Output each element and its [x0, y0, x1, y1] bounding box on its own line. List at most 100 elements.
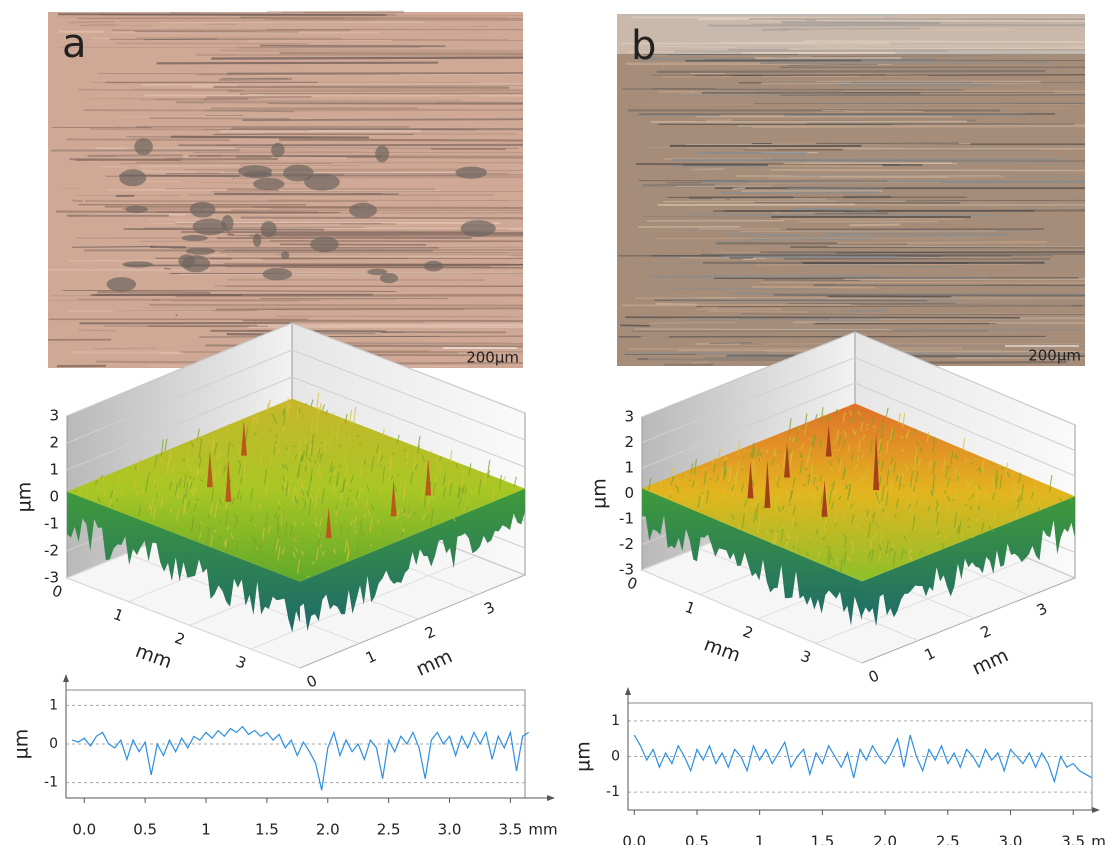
surface-texture: [932, 474, 936, 487]
surface-texture: [234, 516, 238, 528]
surface-texture: [659, 479, 663, 489]
corrosion-spot: [181, 234, 208, 242]
surface-texture: [200, 467, 204, 475]
surface-texture: [1006, 471, 1010, 477]
surface-texture: [952, 498, 956, 502]
surface-texture: [168, 481, 173, 490]
grid-line: [66, 349, 526, 444]
scratch: [152, 222, 342, 225]
surface-texture: [321, 404, 325, 411]
surface-texture: [319, 518, 323, 527]
surface-texture: [870, 536, 874, 548]
surface-texture: [1021, 510, 1024, 514]
surface-texture: [328, 460, 332, 465]
surface-texture: [905, 432, 910, 440]
z-axis-label: µm: [589, 478, 611, 509]
z-tick-label: -3: [44, 569, 59, 587]
surface-texture: [457, 503, 461, 507]
surface-texture: [771, 540, 775, 545]
surface-texture: [684, 472, 688, 483]
surface-texture: [266, 479, 270, 483]
surface-texture: [94, 479, 98, 486]
surface-texture: [723, 460, 727, 476]
profile-line: [71, 725, 530, 791]
surface-texture: [439, 456, 443, 461]
surface-texture: [865, 510, 869, 518]
surface-texture: [960, 531, 964, 537]
y-tick-label: 1: [611, 713, 620, 729]
surface-texture: [890, 457, 894, 465]
surface-texture: [726, 457, 730, 461]
surface-texture: [792, 505, 796, 516]
surface-texture: [113, 488, 117, 496]
surface-texture: [942, 529, 946, 533]
surface-texture: [363, 511, 367, 519]
surface-texture: [366, 543, 370, 549]
surface-texture: [788, 437, 792, 442]
surface-texture: [193, 489, 197, 493]
surface-texture: [1048, 486, 1052, 493]
surface-texture: [164, 438, 168, 452]
scratch: [705, 119, 733, 122]
surface-spike: [206, 450, 213, 488]
surface-texture: [115, 497, 119, 502]
surface-texture: [918, 457, 922, 467]
surface-texture: [833, 448, 836, 451]
surface-texture: [211, 486, 215, 503]
surface-texture: [271, 413, 275, 417]
surface-texture: [306, 575, 309, 578]
surface-texture: [869, 439, 873, 454]
surface-texture: [839, 559, 844, 573]
surface-texture: [465, 501, 469, 507]
surface-texture: [907, 487, 911, 495]
surface-texture: [877, 498, 881, 504]
surface-texture: [920, 528, 924, 532]
surface-texture: [361, 529, 365, 537]
surface-spike: [784, 442, 791, 478]
surface-texture: [150, 497, 154, 515]
surface-texture: [895, 528, 899, 532]
surface-texture: [727, 467, 731, 474]
surface-texture: [166, 459, 170, 476]
surface-texture: [414, 463, 418, 470]
scratch: [692, 167, 725, 171]
surface-texture: [289, 525, 294, 537]
surface-texture: [188, 465, 193, 472]
surface-texture: [144, 481, 148, 494]
surface-texture: [225, 510, 229, 525]
scratch: [57, 13, 387, 17]
surface-texture: [1034, 491, 1038, 499]
scratch: [257, 323, 524, 327]
z-axis-label: µm: [14, 482, 36, 513]
y-axis-label: mm: [413, 645, 456, 681]
surface-texture: [294, 495, 298, 503]
surface-texture: [926, 431, 930, 443]
surface-texture: [302, 497, 306, 501]
surface-texture: [263, 469, 267, 485]
scratch: [638, 180, 888, 182]
surface-texture: [731, 490, 735, 496]
surface-texture: [363, 459, 367, 466]
surface-texture: [396, 434, 400, 444]
surface-texture: [390, 475, 394, 480]
surface-texture: [991, 528, 995, 533]
surface-texture: [962, 437, 966, 451]
surface-texture: [876, 520, 880, 527]
surface-texture: [805, 456, 809, 469]
surface-texture: [285, 397, 289, 411]
surface-texture: [915, 500, 919, 507]
surface-texture: [349, 409, 353, 424]
scratch: [747, 182, 940, 184]
surface-texture: [375, 443, 380, 453]
surface-texture: [187, 500, 191, 509]
scratch: [661, 75, 928, 78]
surface-texture: [862, 434, 866, 441]
surface-texture: [152, 479, 157, 487]
surface-texture: [370, 503, 374, 511]
scratch: [183, 168, 486, 171]
surface-texture: [221, 498, 225, 502]
surface-texture: [848, 484, 852, 497]
x-tick-label: 1.5: [255, 821, 279, 839]
surface-texture: [838, 434, 842, 446]
surface-texture: [820, 421, 823, 423]
